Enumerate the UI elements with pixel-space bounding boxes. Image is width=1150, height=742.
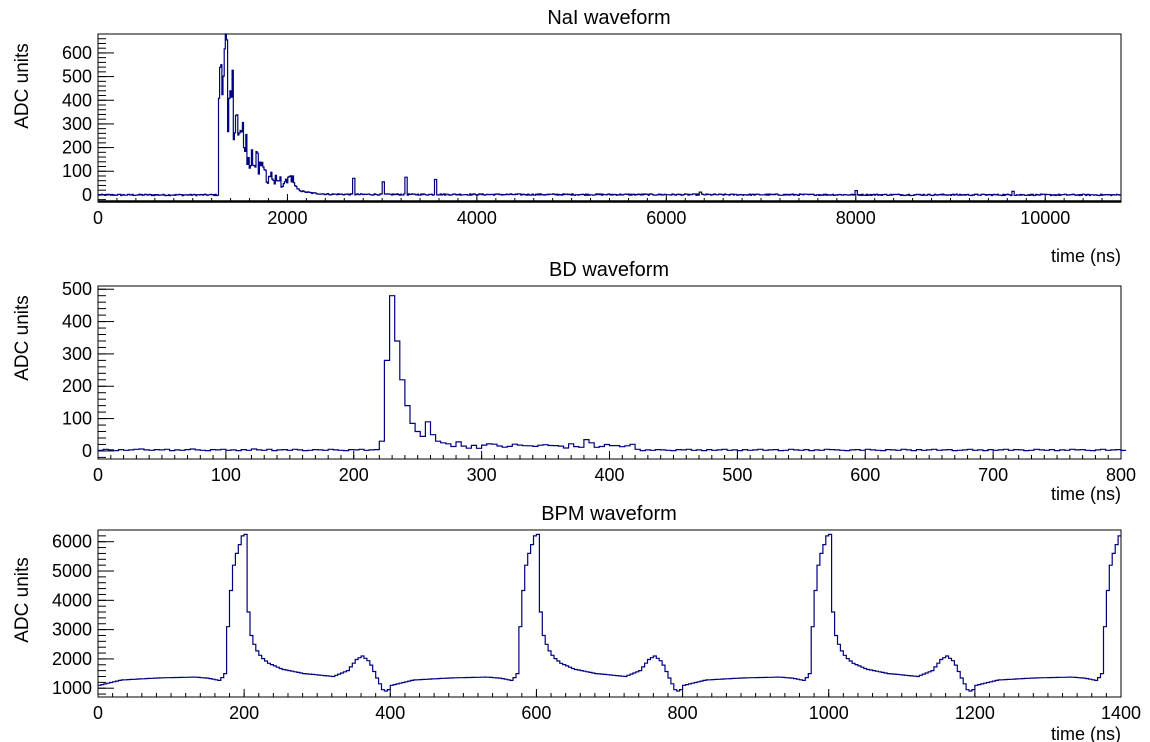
bpm-x-tick-label: 0 <box>93 703 103 723</box>
bpm-x-tick-label: 600 <box>521 703 551 723</box>
bd-x-tick-label: 0 <box>93 465 103 485</box>
nai-x-tick-label: 6000 <box>646 208 686 228</box>
bd-x-tick-label: 200 <box>339 465 369 485</box>
bd-y-tick-label: 0 <box>82 441 92 461</box>
nai-x-axis-label: time (ns) <box>1051 246 1121 266</box>
bpm-x-axis-label: time (ns) <box>1051 724 1121 742</box>
bpm-y-tick-label: 5000 <box>52 561 92 581</box>
bd-chart-title: BD waveform <box>549 259 669 281</box>
bpm-y-tick-label: 3000 <box>52 620 92 640</box>
bd-y-tick-label: 100 <box>62 409 92 429</box>
bd-x-tick-label: 600 <box>850 465 880 485</box>
nai-x-tick-label: 0 <box>93 208 103 228</box>
bpm-y-tick-label: 1000 <box>52 678 92 698</box>
bpm-y-axis-label: ADC units <box>12 557 33 643</box>
bd-waveform-trace <box>98 295 1127 452</box>
bpm-waveform-trace <box>98 533 1121 692</box>
nai-y-tick-label: 0 <box>82 185 92 205</box>
bpm-chart-title: BPM waveform <box>541 503 677 525</box>
nai-x-tick-label: 2000 <box>267 208 307 228</box>
nai-y-tick-label: 200 <box>62 138 92 158</box>
nai-y-tick-label: 500 <box>62 67 92 87</box>
bpm-x-tick-label: 1200 <box>955 703 995 723</box>
bpm-x-tick-label: 800 <box>668 703 698 723</box>
bd-plot-area: 0 100 200 300 400 500 600 700 800 0 100 200 300 400 50… <box>62 279 1136 485</box>
bd-x-tick-label: 800 <box>1106 465 1136 485</box>
bd-x-axis-label: time (ns) <box>1051 484 1121 504</box>
nai-x-tick-label: 8000 <box>836 208 876 228</box>
bd-y-tick-label: 500 <box>62 279 92 299</box>
bpm-plot-frame <box>97 529 1122 698</box>
bpm-plot-area: 0 200 400 600 800 1000 1200 1400 1000 2000 3000 400… <box>52 529 1141 723</box>
nai-plot-frame <box>97 33 1122 203</box>
nai-x-tick-label: 4000 <box>457 208 497 228</box>
bpm-waveform-panel: BPM waveform ADC units time (ns) 0 200 400… <box>12 503 1141 742</box>
bpm-x-tick-label: 1400 <box>1101 703 1141 723</box>
nai-chart-title: NaI waveform <box>547 7 670 29</box>
bd-y-tick-label: 300 <box>62 344 92 364</box>
bd-y-axis-label: ADC units <box>12 295 33 381</box>
nai-y-tick-label: 400 <box>62 90 92 110</box>
bd-x-tick-label: 700 <box>978 465 1008 485</box>
bpm-x-tick-label: 200 <box>229 703 259 723</box>
nai-plot-area: 0 2000 4000 6000 8000 10000 0 100 200 300 400 500 60… <box>62 33 1122 228</box>
nai-waveform-trace <box>98 33 1121 197</box>
bd-plot-frame <box>97 285 1122 460</box>
bpm-x-tick-label: 1000 <box>809 703 849 723</box>
nai-y-tick-label: 600 <box>62 43 92 63</box>
nai-waveform-panel: NaI waveform ADC units time (ns) 0 2000 40… <box>12 7 1122 266</box>
bpm-y-tick-label: 4000 <box>52 590 92 610</box>
bd-x-tick-label: 300 <box>467 465 497 485</box>
bpm-y-tick-label: 2000 <box>52 649 92 669</box>
bd-x-tick-label: 500 <box>722 465 752 485</box>
nai-y-axis-label: ADC units <box>12 43 33 129</box>
bd-x-tick-label: 400 <box>594 465 624 485</box>
bd-y-tick-label: 400 <box>62 312 92 332</box>
bd-y-tick-label: 200 <box>62 376 92 396</box>
bpm-x-tick-label: 400 <box>375 703 405 723</box>
bd-x-tick-label: 100 <box>211 465 241 485</box>
nai-y-tick-label: 100 <box>62 161 92 181</box>
bd-waveform-panel: BD waveform ADC units time (ns) 0 100 200 3… <box>12 259 1136 504</box>
nai-x-tick-label: 10000 <box>1020 208 1070 228</box>
nai-y-tick-label: 300 <box>62 114 92 134</box>
bpm-y-tick-label: 6000 <box>52 532 92 552</box>
